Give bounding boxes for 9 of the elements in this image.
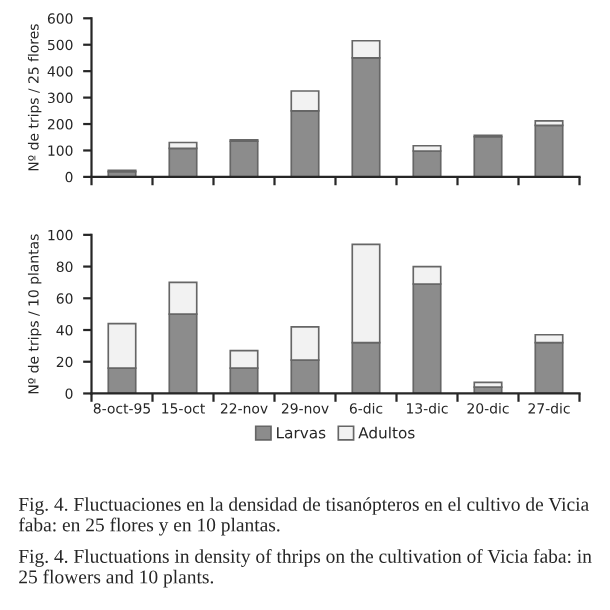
bar	[534, 124, 564, 177]
bar	[473, 135, 503, 177]
bar	[534, 341, 564, 394]
bar	[412, 150, 442, 177]
caption: Fig. 4. Fluctuaciones en la densidad de tisanópteros en el cultivo de Vicia faba: en 25 flores y en 10 plantas.	[18, 497, 589, 536]
caption: Fig. 4. Fluctuations in density of thrips on the cultivation of Vicia faba: in 25 flowers and 10 plants.	[18, 549, 592, 588]
bar	[168, 147, 198, 177]
bar	[229, 140, 259, 177]
bar	[473, 381, 503, 388]
